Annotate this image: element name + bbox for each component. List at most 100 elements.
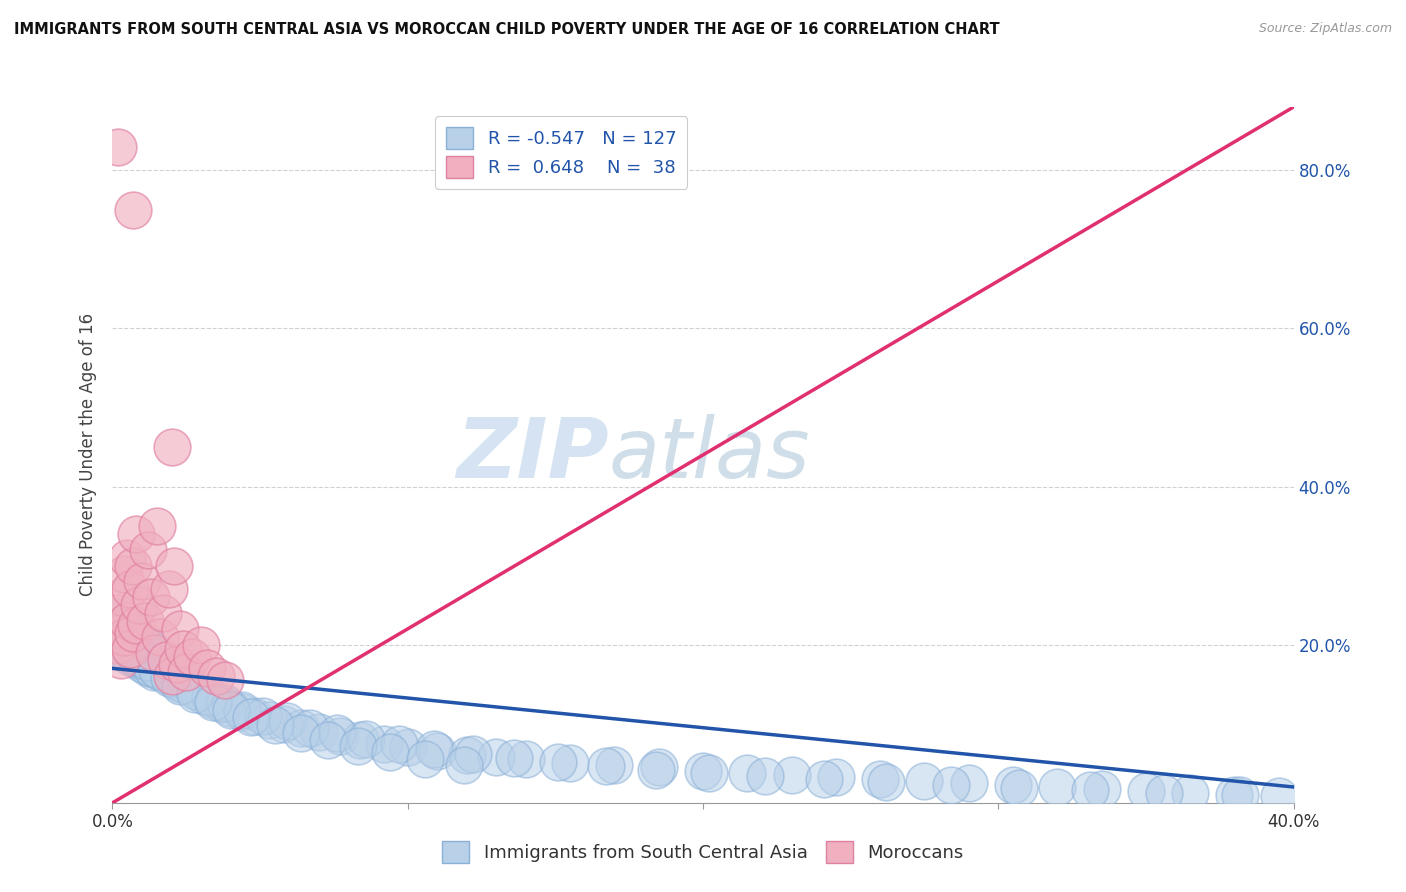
Point xyxy=(122,625,145,640)
Point xyxy=(211,697,233,711)
Point xyxy=(125,653,148,667)
Point xyxy=(290,721,312,735)
Point xyxy=(110,618,132,632)
Point xyxy=(1135,784,1157,798)
Point xyxy=(1046,780,1069,794)
Point xyxy=(117,638,138,652)
Point xyxy=(231,702,253,716)
Point xyxy=(169,679,191,693)
Point xyxy=(107,610,129,624)
Point xyxy=(107,606,129,620)
Point xyxy=(139,591,162,605)
Point xyxy=(166,665,188,680)
Point xyxy=(110,630,132,644)
Point xyxy=(219,701,242,715)
Point xyxy=(117,614,138,628)
Point xyxy=(169,622,191,636)
Point xyxy=(107,139,129,153)
Point xyxy=(644,763,666,777)
Point xyxy=(134,614,156,628)
Point xyxy=(329,729,352,743)
Point xyxy=(142,646,165,660)
Point xyxy=(388,737,411,751)
Point xyxy=(1008,780,1031,795)
Point xyxy=(515,752,537,766)
Point xyxy=(139,641,162,656)
Point xyxy=(142,649,165,664)
Point xyxy=(240,710,263,724)
Point xyxy=(117,614,138,628)
Point xyxy=(503,750,526,764)
Point xyxy=(174,673,197,688)
Y-axis label: Child Poverty Under the Age of 16: Child Poverty Under the Age of 16 xyxy=(79,313,97,597)
Point xyxy=(163,558,186,573)
Point xyxy=(152,606,174,620)
Point xyxy=(104,622,127,636)
Point xyxy=(1078,783,1101,797)
Point xyxy=(181,681,204,695)
Legend: Immigrants from South Central Asia, Moroccans: Immigrants from South Central Asia, Moro… xyxy=(436,834,970,871)
Point xyxy=(155,653,177,667)
Point xyxy=(146,646,169,660)
Point xyxy=(187,685,209,699)
Point xyxy=(157,582,180,597)
Point xyxy=(378,745,401,759)
Point xyxy=(149,630,172,644)
Point xyxy=(146,519,169,533)
Point xyxy=(134,649,156,664)
Point xyxy=(139,653,162,667)
Point xyxy=(201,695,224,709)
Text: atlas: atlas xyxy=(609,415,810,495)
Point xyxy=(112,633,135,648)
Point xyxy=(205,669,228,683)
Point xyxy=(107,641,129,656)
Point xyxy=(107,625,129,640)
Point xyxy=(172,677,194,691)
Point xyxy=(122,558,145,573)
Point xyxy=(160,669,183,683)
Point xyxy=(184,687,207,701)
Point xyxy=(1153,785,1175,799)
Point xyxy=(1178,785,1201,799)
Point xyxy=(824,770,846,784)
Point xyxy=(914,773,936,788)
Point xyxy=(136,542,159,557)
Point xyxy=(461,747,484,761)
Point xyxy=(122,641,145,656)
Point xyxy=(257,713,280,727)
Point xyxy=(125,630,148,644)
Point xyxy=(136,655,159,669)
Point xyxy=(128,638,150,652)
Point xyxy=(423,742,446,756)
Text: IMMIGRANTS FROM SOUTH CENTRAL ASIA VS MOROCCAN CHILD POVERTY UNDER THE AGE OF 16: IMMIGRANTS FROM SOUTH CENTRAL ASIA VS MO… xyxy=(14,22,1000,37)
Point xyxy=(160,671,183,685)
Point xyxy=(110,653,132,667)
Point xyxy=(456,748,478,763)
Point xyxy=(426,744,449,758)
Point xyxy=(146,661,169,675)
Point xyxy=(152,665,174,680)
Point xyxy=(1091,781,1114,796)
Point xyxy=(169,677,191,691)
Point xyxy=(136,661,159,675)
Point xyxy=(869,772,891,786)
Point xyxy=(112,646,135,660)
Point xyxy=(142,665,165,680)
Point xyxy=(697,765,720,780)
Point xyxy=(349,732,371,747)
Point xyxy=(415,751,437,765)
Point xyxy=(875,775,897,789)
Point xyxy=(122,638,145,652)
Point xyxy=(326,726,349,740)
Point xyxy=(131,633,153,648)
Point xyxy=(128,646,150,660)
Point xyxy=(149,657,172,672)
Point xyxy=(157,671,180,685)
Point xyxy=(373,737,395,751)
Point xyxy=(120,641,142,656)
Point xyxy=(157,669,180,683)
Point xyxy=(134,641,156,656)
Point xyxy=(136,638,159,652)
Point xyxy=(1268,789,1291,804)
Point xyxy=(120,641,142,656)
